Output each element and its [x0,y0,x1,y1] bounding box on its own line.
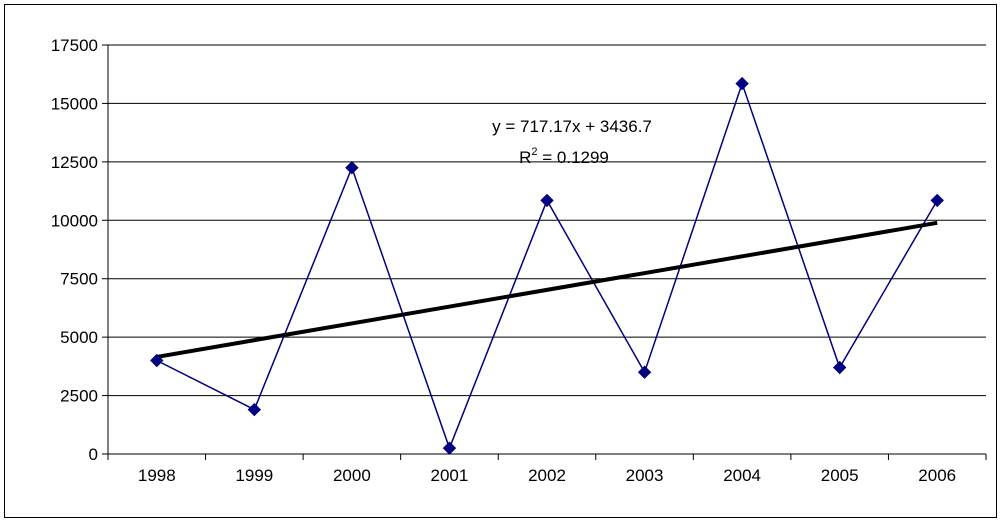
grid-layer [108,44,986,397]
data-point-marker [150,353,164,368]
x-tick-label: 2003 [626,466,664,485]
y-tick-label: 0 [89,445,98,464]
trendline-equation: y = 717.17x + 3436.7 [492,117,652,136]
x-tick-label: 1999 [235,466,273,485]
x-tick-label: 1998 [138,466,176,485]
y-tick-label: 15000 [51,94,98,113]
trendline-r2: R2 = 0.1299 [519,146,609,167]
x-tick-label: 2004 [723,466,761,485]
axis-layer: 0 2500 5000 7500 10000 12500 15000 17500 1998 199… [51,36,987,485]
x-tick-label: 2006 [918,466,956,485]
marker-layer [150,76,944,455]
data-point-marker [735,76,749,91]
y-tick-label: 5000 [60,328,98,347]
y-tick-label: 17500 [51,36,98,55]
trendline [156,220,938,359]
trendline-layer [156,220,938,359]
y-tick-label: 12500 [51,153,98,172]
chart-frame [4,4,997,518]
x-tick-label: 2002 [528,466,566,485]
series-line [156,81,938,451]
r2-value: = 0.1299 [538,148,609,167]
y-tick-label: 2500 [60,387,98,406]
r2-prefix: R [519,148,531,167]
r2-exponent: 2 [531,146,537,158]
data-point-marker [247,402,262,417]
data-point-marker [832,360,847,375]
data-point-marker [442,441,457,455]
annotation-layer: y = 717.17x + 3436.7 R2 = 0.1299 [492,117,652,167]
x-tick-label: 2000 [333,466,371,485]
data-point-marker [930,193,944,208]
data-point-marker [637,365,652,379]
data-point-marker [345,160,359,175]
x-tick-label: 2005 [821,466,859,485]
y-tick-label: 7500 [60,270,98,289]
x-tick-label: 2001 [431,466,469,485]
y-tick-label: 10000 [51,211,98,230]
data-point-marker [540,193,554,208]
series-layer [156,81,938,451]
